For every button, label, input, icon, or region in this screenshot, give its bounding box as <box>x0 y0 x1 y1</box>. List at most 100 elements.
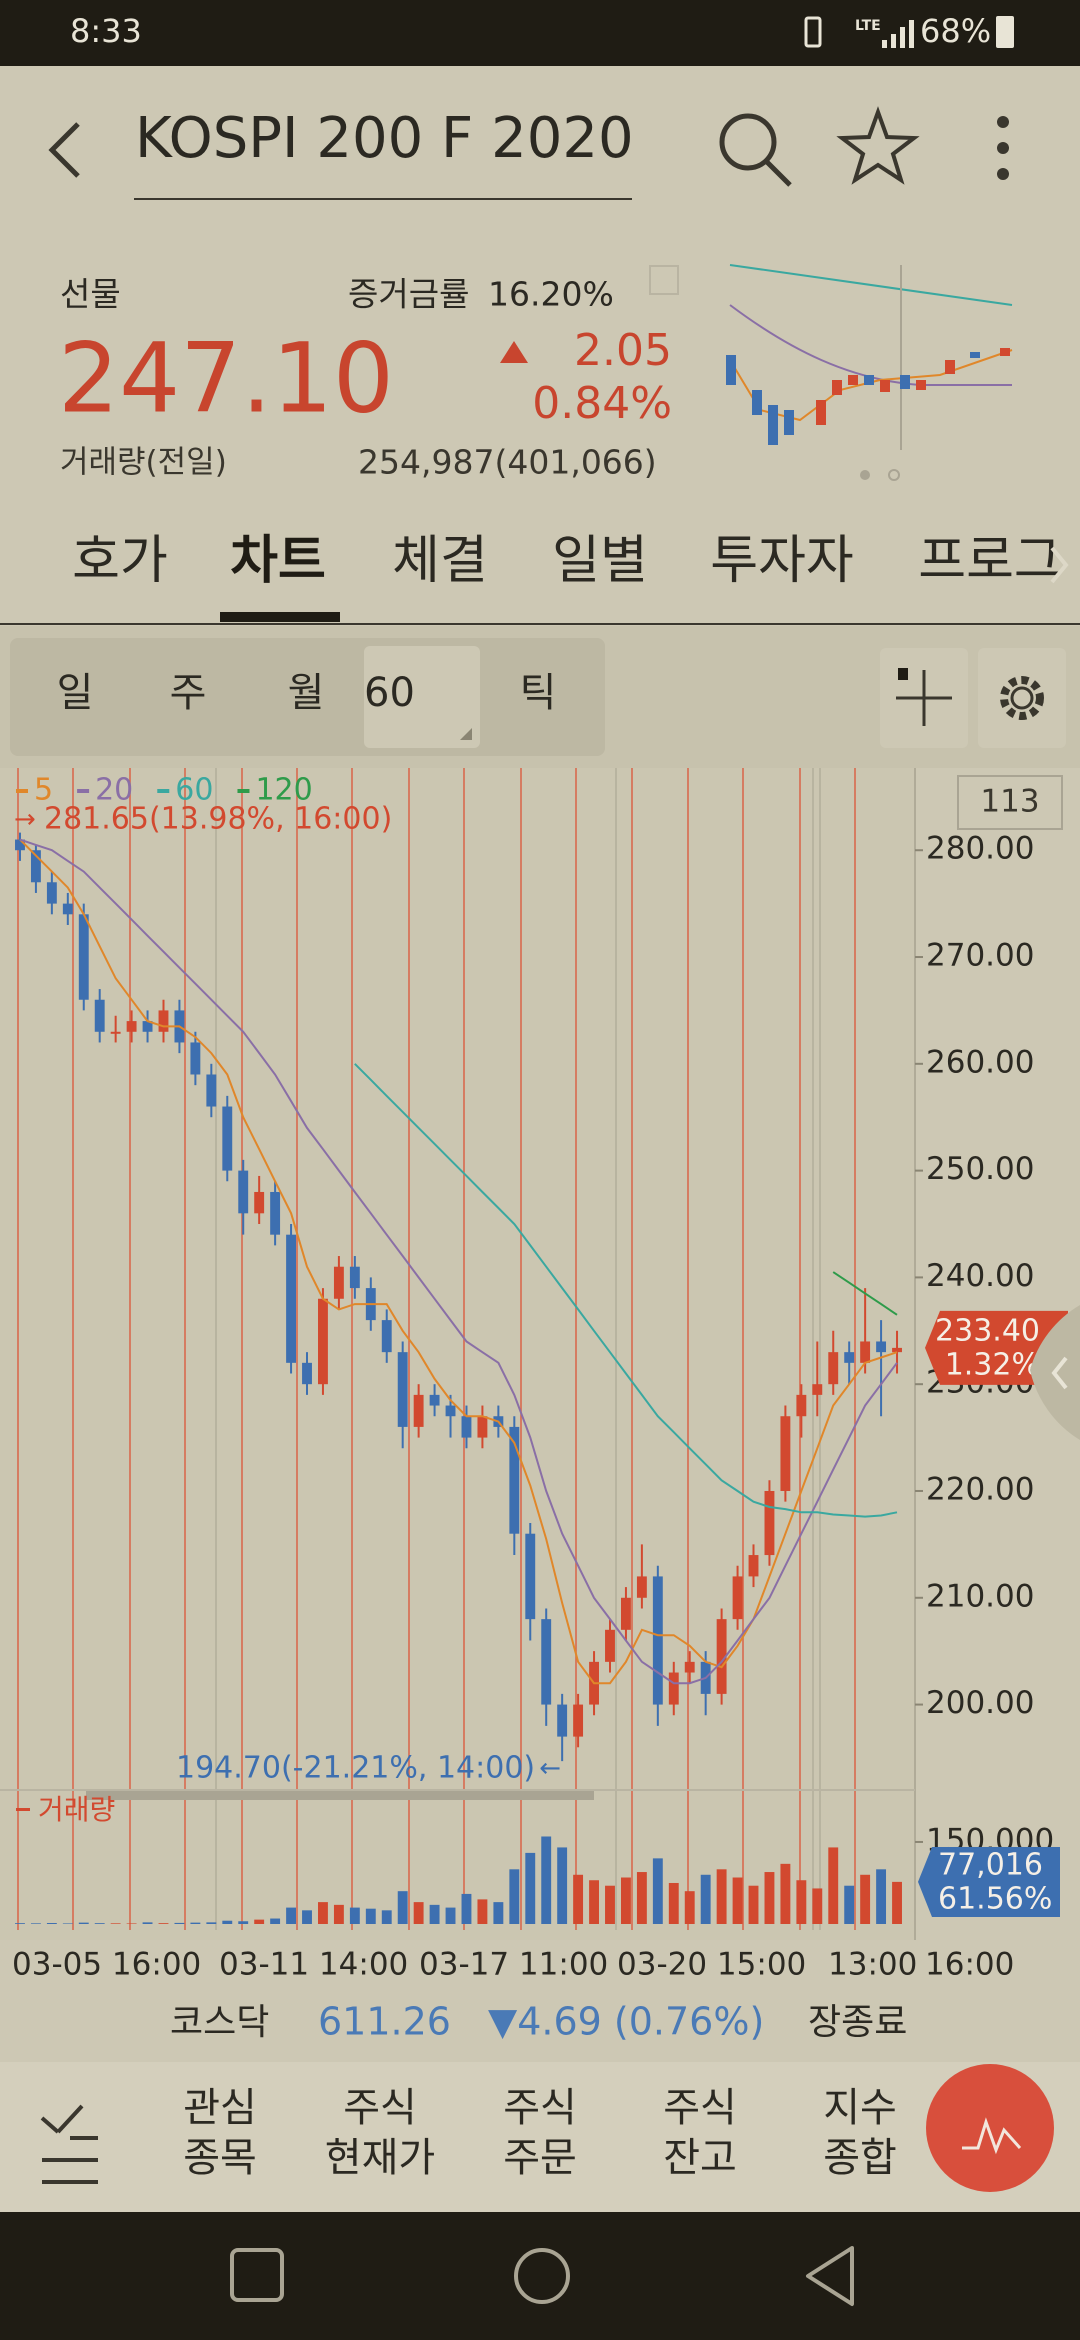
candle-body <box>158 1010 169 1032</box>
nav-label[interactable]: 주문 <box>503 2135 577 2181</box>
back-button[interactable] <box>48 122 80 178</box>
bottom-nav <box>0 2062 1080 2212</box>
ticker-name: 코스닥 <box>170 2002 269 2043</box>
candle-body <box>78 914 89 1000</box>
legend-dash <box>237 789 250 793</box>
candle-body <box>286 1234 297 1363</box>
menu-button[interactable] <box>40 2104 98 2184</box>
ticker-bar <box>0 2000 1080 2060</box>
period-selected[interactable] <box>364 646 480 748</box>
copy-icon[interactable] <box>649 265 679 295</box>
volume: 254,987(401,066) <box>358 443 657 482</box>
volume-bar <box>381 1910 392 1924</box>
period-option[interactable]: 월 <box>288 670 325 716</box>
settings-button[interactable] <box>978 648 1066 748</box>
status-bar <box>0 0 1080 66</box>
volume-bar <box>860 1874 871 1924</box>
legend-dash <box>77 789 90 793</box>
volume-bar <box>477 1899 488 1924</box>
home-button[interactable] <box>514 2248 570 2304</box>
title: KOSPI 200 F 202006 <box>135 106 705 171</box>
y-tick-label: 220.00 <box>926 1471 1034 1507</box>
period-option[interactable]: 60 <box>364 670 415 716</box>
period-option[interactable]: 주 <box>170 670 207 716</box>
type-label: 선물 <box>60 275 121 314</box>
volume-bar <box>397 1891 408 1924</box>
volume-bar <box>126 1923 137 1924</box>
price: 247.10 <box>58 322 394 434</box>
nav-label[interactable]: 주식 <box>343 2085 417 2131</box>
period-option[interactable]: 틱 <box>520 670 557 716</box>
tab[interactable]: 투자자 <box>710 531 854 591</box>
moving-average <box>354 1063 898 1518</box>
candle-body <box>716 1619 727 1694</box>
tab[interactable]: 차트 <box>230 531 326 591</box>
nav-label[interactable]: 잔고 <box>663 2135 737 2181</box>
nav-label[interactable]: 주식 <box>503 2085 577 2131</box>
volume-bar <box>15 1923 25 1924</box>
legend-dash <box>16 789 28 793</box>
candle-body <box>844 1352 855 1363</box>
x-tick-label: 03-11 14:00 <box>219 1947 408 1983</box>
tab[interactable]: 호가 <box>72 531 168 591</box>
candle-body <box>892 1347 902 1353</box>
tab[interactable]: 일별 <box>552 531 648 591</box>
candle-body <box>461 1416 472 1438</box>
scroll-bar[interactable] <box>86 1790 594 1800</box>
candle-body <box>860 1341 871 1363</box>
favorite-button[interactable] <box>836 106 920 185</box>
legend-dash <box>157 789 170 793</box>
volume-title: 거래량 <box>38 1793 115 1826</box>
candle-body <box>764 1490 775 1556</box>
tab[interactable]: 프로그 <box>918 531 1062 591</box>
y-tick-label: 210.00 <box>926 1578 1034 1614</box>
volume-bar <box>732 1877 743 1924</box>
dropdown-mark <box>460 728 472 740</box>
period-option[interactable]: 일 <box>57 670 94 716</box>
candle-body <box>254 1191 265 1214</box>
nav-label[interactable]: 관심 <box>183 2085 257 2131</box>
nav-label[interactable]: 종합 <box>823 2135 897 2181</box>
candle-body <box>206 1074 217 1107</box>
nav-label[interactable]: 주식 <box>663 2085 737 2131</box>
tab-scroll[interactable] <box>1050 546 1069 584</box>
volume-bar <box>509 1869 520 1924</box>
volume-bar <box>557 1847 568 1924</box>
y-tick-label: 200.00 <box>926 1685 1034 1721</box>
y-tick-label: 240.00 <box>926 1258 1034 1294</box>
candle-body <box>525 1533 536 1620</box>
volume-bar <box>844 1885 855 1924</box>
chart-fab[interactable] <box>926 2064 1054 2192</box>
volume-bar <box>764 1872 775 1924</box>
legend-label: 120 <box>255 773 312 808</box>
nav-label[interactable]: 지수 <box>823 2085 897 2131</box>
candle-body <box>333 1266 344 1299</box>
tab[interactable]: 체결 <box>392 531 488 591</box>
candle-body <box>780 1416 791 1491</box>
moving-average <box>19 838 898 1685</box>
legend-label: 60 <box>175 773 213 808</box>
volume-bar <box>349 1907 360 1924</box>
nav-label[interactable]: 현재가 <box>325 2135 435 2181</box>
signal-icon <box>882 20 914 48</box>
search-button[interactable] <box>719 113 792 187</box>
volume-legend-dash <box>16 1808 30 1811</box>
last-volume-pct: 61.56% <box>938 1882 1052 1917</box>
nav-label[interactable]: 종목 <box>183 2135 257 2181</box>
volume-bar <box>461 1893 472 1924</box>
candle-body <box>46 882 57 904</box>
candle-body <box>15 839 25 851</box>
volume-bar <box>222 1920 233 1924</box>
recents-button[interactable] <box>230 2248 284 2302</box>
y-tick-label: 270.00 <box>926 938 1034 974</box>
volume-bar <box>668 1882 679 1924</box>
volume-bar <box>206 1922 217 1924</box>
active-tab-indicator <box>220 612 340 622</box>
system-nav <box>0 2212 1080 2340</box>
more-button[interactable] <box>997 116 1009 180</box>
volume-bar <box>876 1869 887 1924</box>
candle-body <box>796 1394 807 1417</box>
ticker-change: ▼4.69 (0.76%) <box>488 2000 764 2044</box>
back-nav-button[interactable] <box>806 2246 854 2306</box>
candle-body <box>302 1362 312 1385</box>
